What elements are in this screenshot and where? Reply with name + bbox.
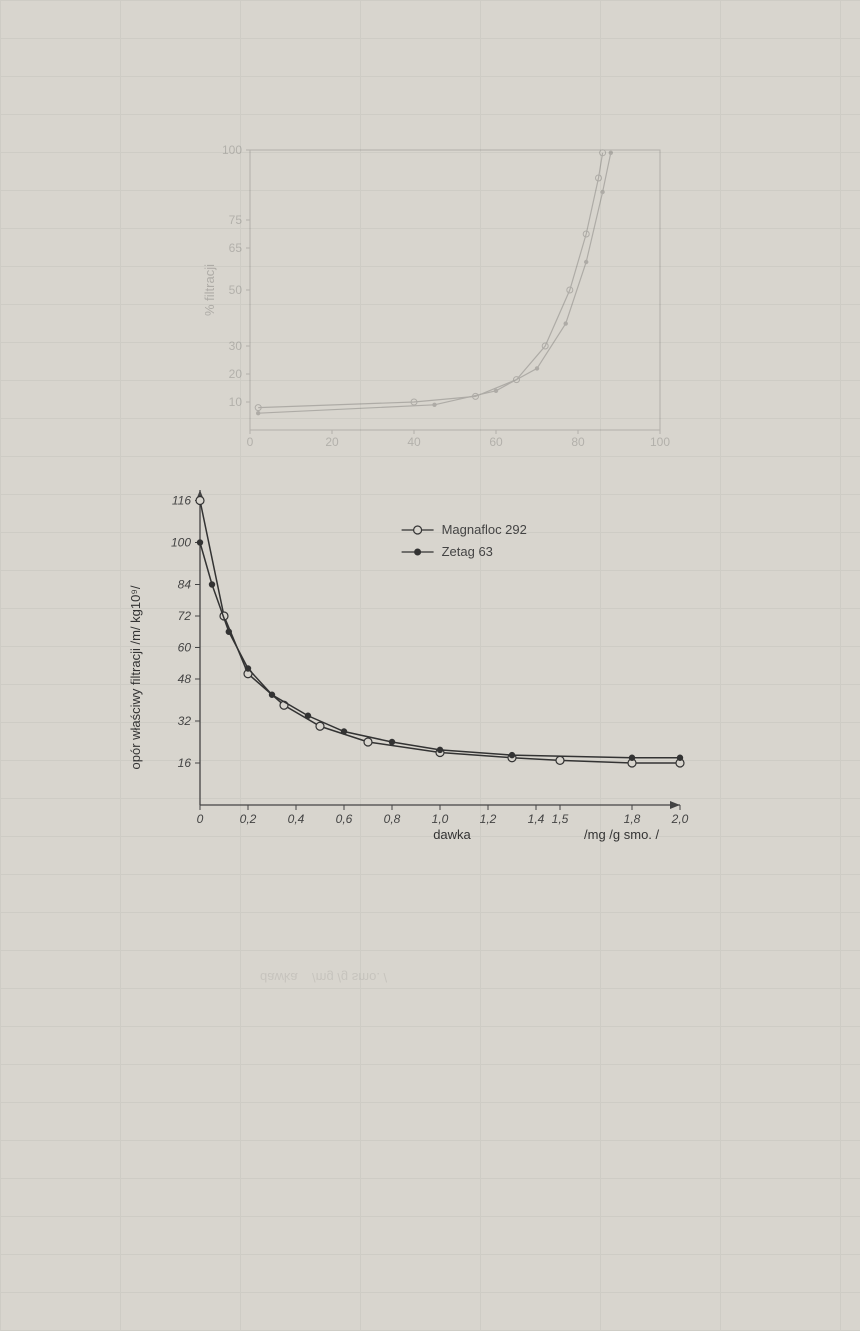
svg-text:60: 60	[489, 435, 503, 449]
chart2-svg: 16 32 48 60 72 84 100 116 0 0,2 0,4 0,6 0,8 1,0 1,2 1,4…	[120, 480, 700, 860]
svg-text:72: 72	[178, 609, 192, 623]
svg-text:1,0: 1,0	[432, 812, 449, 826]
svg-text:16: 16	[178, 756, 192, 770]
svg-text:40: 40	[407, 435, 421, 449]
svg-text:32: 32	[178, 714, 192, 728]
svg-text:20: 20	[229, 367, 243, 381]
svg-text:20: 20	[325, 435, 339, 449]
svg-text:65: 65	[229, 241, 243, 255]
svg-text:30: 30	[229, 339, 243, 353]
svg-text:10: 10	[229, 395, 243, 409]
svg-text:0: 0	[247, 435, 254, 449]
svg-text:116: 116	[172, 494, 191, 508]
ghost-xlabel: dawka /mg /g smo. /	[260, 970, 387, 985]
svg-text:1,4: 1,4	[528, 812, 545, 826]
svg-text:opór właściwy filtracji /m/ k: opór właściwy filtracji /m/ kg10⁹/	[128, 585, 143, 769]
svg-text:75: 75	[229, 213, 243, 227]
svg-text:50: 50	[229, 283, 243, 297]
chart1-container: 10 20 30 50 65 75 100 0 20 40 60 80 100 % filtracji	[200, 140, 680, 460]
svg-text:100: 100	[222, 143, 242, 157]
svg-text:0,8: 0,8	[384, 812, 401, 826]
chart1-svg: 10 20 30 50 65 75 100 0 20 40 60 80 100 % filtracji	[200, 140, 680, 460]
svg-text:0,2: 0,2	[240, 812, 257, 826]
svg-text:100: 100	[650, 435, 670, 449]
svg-text:48: 48	[178, 672, 192, 686]
svg-text:100: 100	[171, 536, 191, 550]
chart2-container: 16 32 48 60 72 84 100 116 0 0,2 0,4 0,6 0,8 1,0 1,2 1,4…	[120, 480, 700, 860]
svg-text:1,2: 1,2	[480, 812, 497, 826]
svg-text:% filtracji: % filtracji	[202, 264, 217, 316]
svg-text:1,5: 1,5	[552, 812, 569, 826]
svg-text:84: 84	[178, 578, 192, 592]
svg-text:0,6: 0,6	[336, 812, 353, 826]
svg-text:2,0: 2,0	[671, 812, 689, 826]
svg-text:Zetag 63: Zetag 63	[442, 544, 493, 559]
svg-text:0: 0	[197, 812, 204, 826]
svg-text:dawka: dawka	[433, 827, 471, 842]
svg-text:60: 60	[178, 641, 192, 655]
svg-text:/mg /g smo. /: /mg /g smo. /	[584, 827, 660, 842]
svg-text:80: 80	[571, 435, 585, 449]
svg-text:1,8: 1,8	[624, 812, 641, 826]
svg-text:Magnafloc 292: Magnafloc 292	[442, 522, 527, 537]
svg-text:0,4: 0,4	[288, 812, 305, 826]
